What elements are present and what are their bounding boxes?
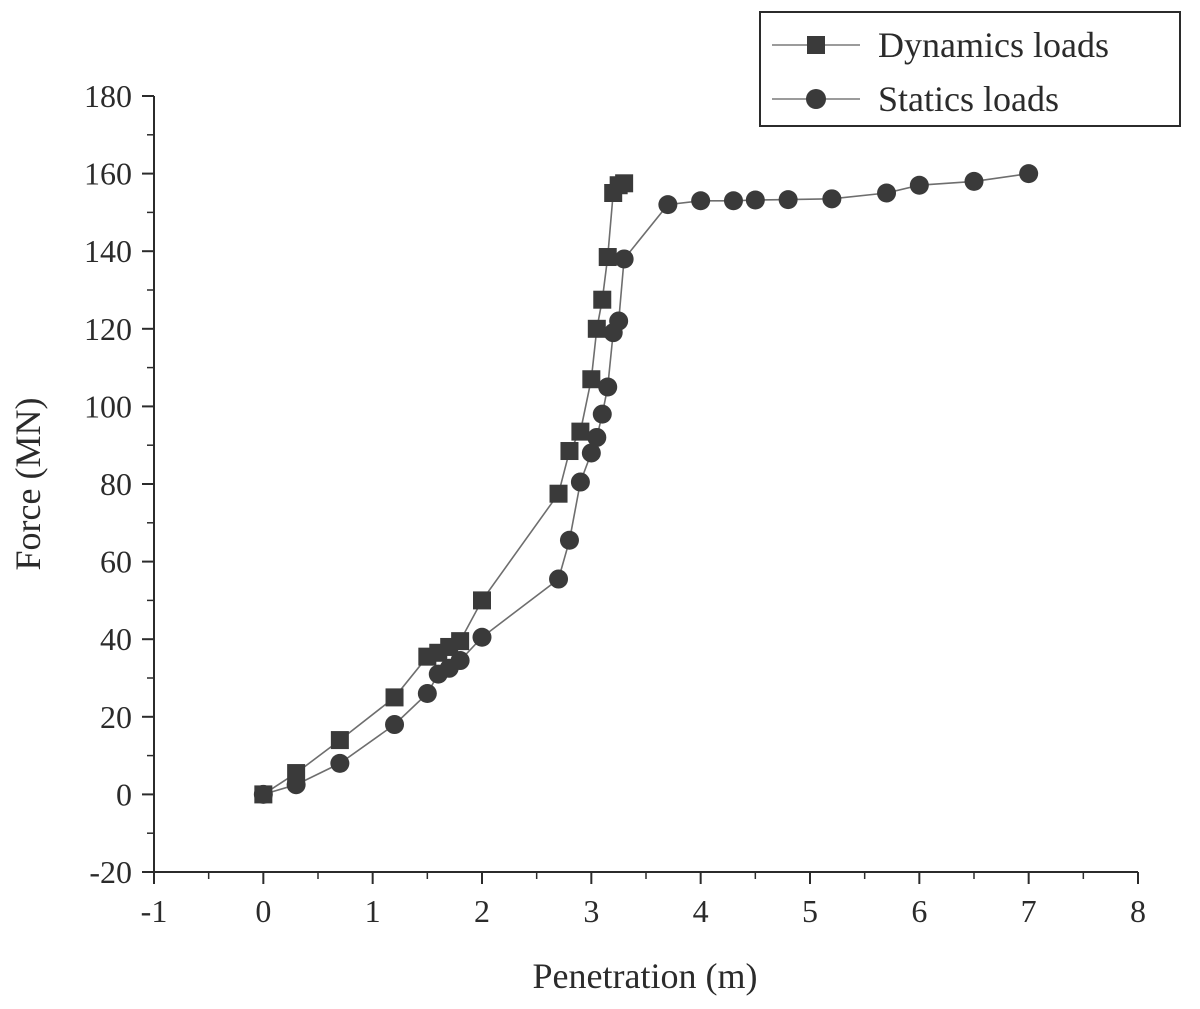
data-point-dynamics (587, 319, 606, 338)
data-point-statics (581, 443, 601, 463)
series-line-2 (263, 172, 1029, 796)
data-point-statics (450, 651, 470, 671)
data-point-dynamics (330, 731, 349, 750)
data-point-statics (549, 569, 569, 589)
data-point-statics (570, 472, 590, 492)
data-point-statics (286, 775, 306, 795)
x-tick-label: -1 (141, 893, 168, 929)
x-axis-title: Penetration (m) (533, 956, 758, 996)
data-point-statics (587, 427, 607, 447)
y-tick-label: 160 (84, 156, 132, 192)
data-point-statics (592, 404, 612, 424)
x-tick-label: 3 (583, 893, 599, 929)
x-tick-label: 1 (365, 893, 381, 929)
data-point-statics (658, 195, 678, 215)
y-axis-title: Force (MN) (8, 398, 48, 571)
data-point-statics (559, 530, 579, 550)
data-point-statics (330, 753, 350, 773)
x-tick-label: 5 (802, 893, 818, 929)
x-tick-label: 2 (474, 893, 490, 929)
data-point-dynamics (615, 174, 634, 193)
legend-box (759, 11, 1181, 127)
data-point-statics (598, 377, 618, 397)
legend-label-dynamics: Dynamics loads (878, 25, 1109, 65)
data-point-dynamics (598, 248, 617, 267)
y-tick-label: 0 (116, 776, 132, 812)
y-tick-label: 120 (84, 311, 132, 347)
data-point-statics (778, 190, 798, 210)
x-tick-label: 0 (255, 893, 271, 929)
y-tick-label: -20 (89, 854, 132, 890)
y-tick-label: 80 (100, 466, 132, 502)
y-tick-label: 140 (84, 233, 132, 269)
data-point-statics (385, 715, 405, 735)
data-point-dynamics (593, 290, 612, 309)
data-point-dynamics (571, 422, 590, 441)
x-tick-label: 8 (1130, 893, 1146, 929)
data-point-statics (822, 189, 842, 209)
plot-area (253, 164, 1039, 804)
x-tick-label: 4 (693, 893, 709, 929)
data-point-statics (1019, 164, 1039, 184)
data-point-statics (964, 171, 984, 191)
x-tick-label: 6 (911, 893, 927, 929)
y-tick-label: 180 (84, 78, 132, 114)
data-point-statics (877, 183, 897, 203)
y-tick-label: 20 (100, 699, 132, 735)
axes: -20 0 20 40 60 80 100 120 140 160 180 -1 0 1 2 3 4 5 6 7 8 (84, 78, 1146, 929)
legend: Dynamics loads Statics loads (759, 11, 1181, 127)
data-point-dynamics (451, 632, 470, 651)
data-point-statics (909, 175, 929, 195)
data-point-statics (417, 684, 437, 704)
data-point-statics (472, 627, 492, 647)
data-point-statics (723, 191, 743, 211)
legend-marker-statics (806, 89, 826, 109)
data-point-dynamics (582, 370, 601, 389)
data-point-statics (609, 311, 629, 331)
data-point-dynamics (473, 591, 491, 610)
data-point-dynamics (385, 688, 404, 707)
series-line-1 (262, 182, 625, 796)
y-tick-label: 100 (84, 388, 132, 424)
legend-marker-dynamics (807, 36, 825, 54)
x-tick-label: 7 (1021, 893, 1037, 929)
data-point-dynamics (560, 442, 579, 461)
data-point-statics (745, 190, 765, 210)
legend-label-statics: Statics loads (878, 79, 1059, 119)
data-point-statics (691, 191, 711, 211)
data-point-statics (614, 249, 634, 269)
data-point-dynamics (549, 484, 568, 503)
data-point-statics (253, 784, 273, 804)
y-tick-label: 40 (100, 621, 132, 657)
y-tick-label: 60 (100, 544, 132, 580)
